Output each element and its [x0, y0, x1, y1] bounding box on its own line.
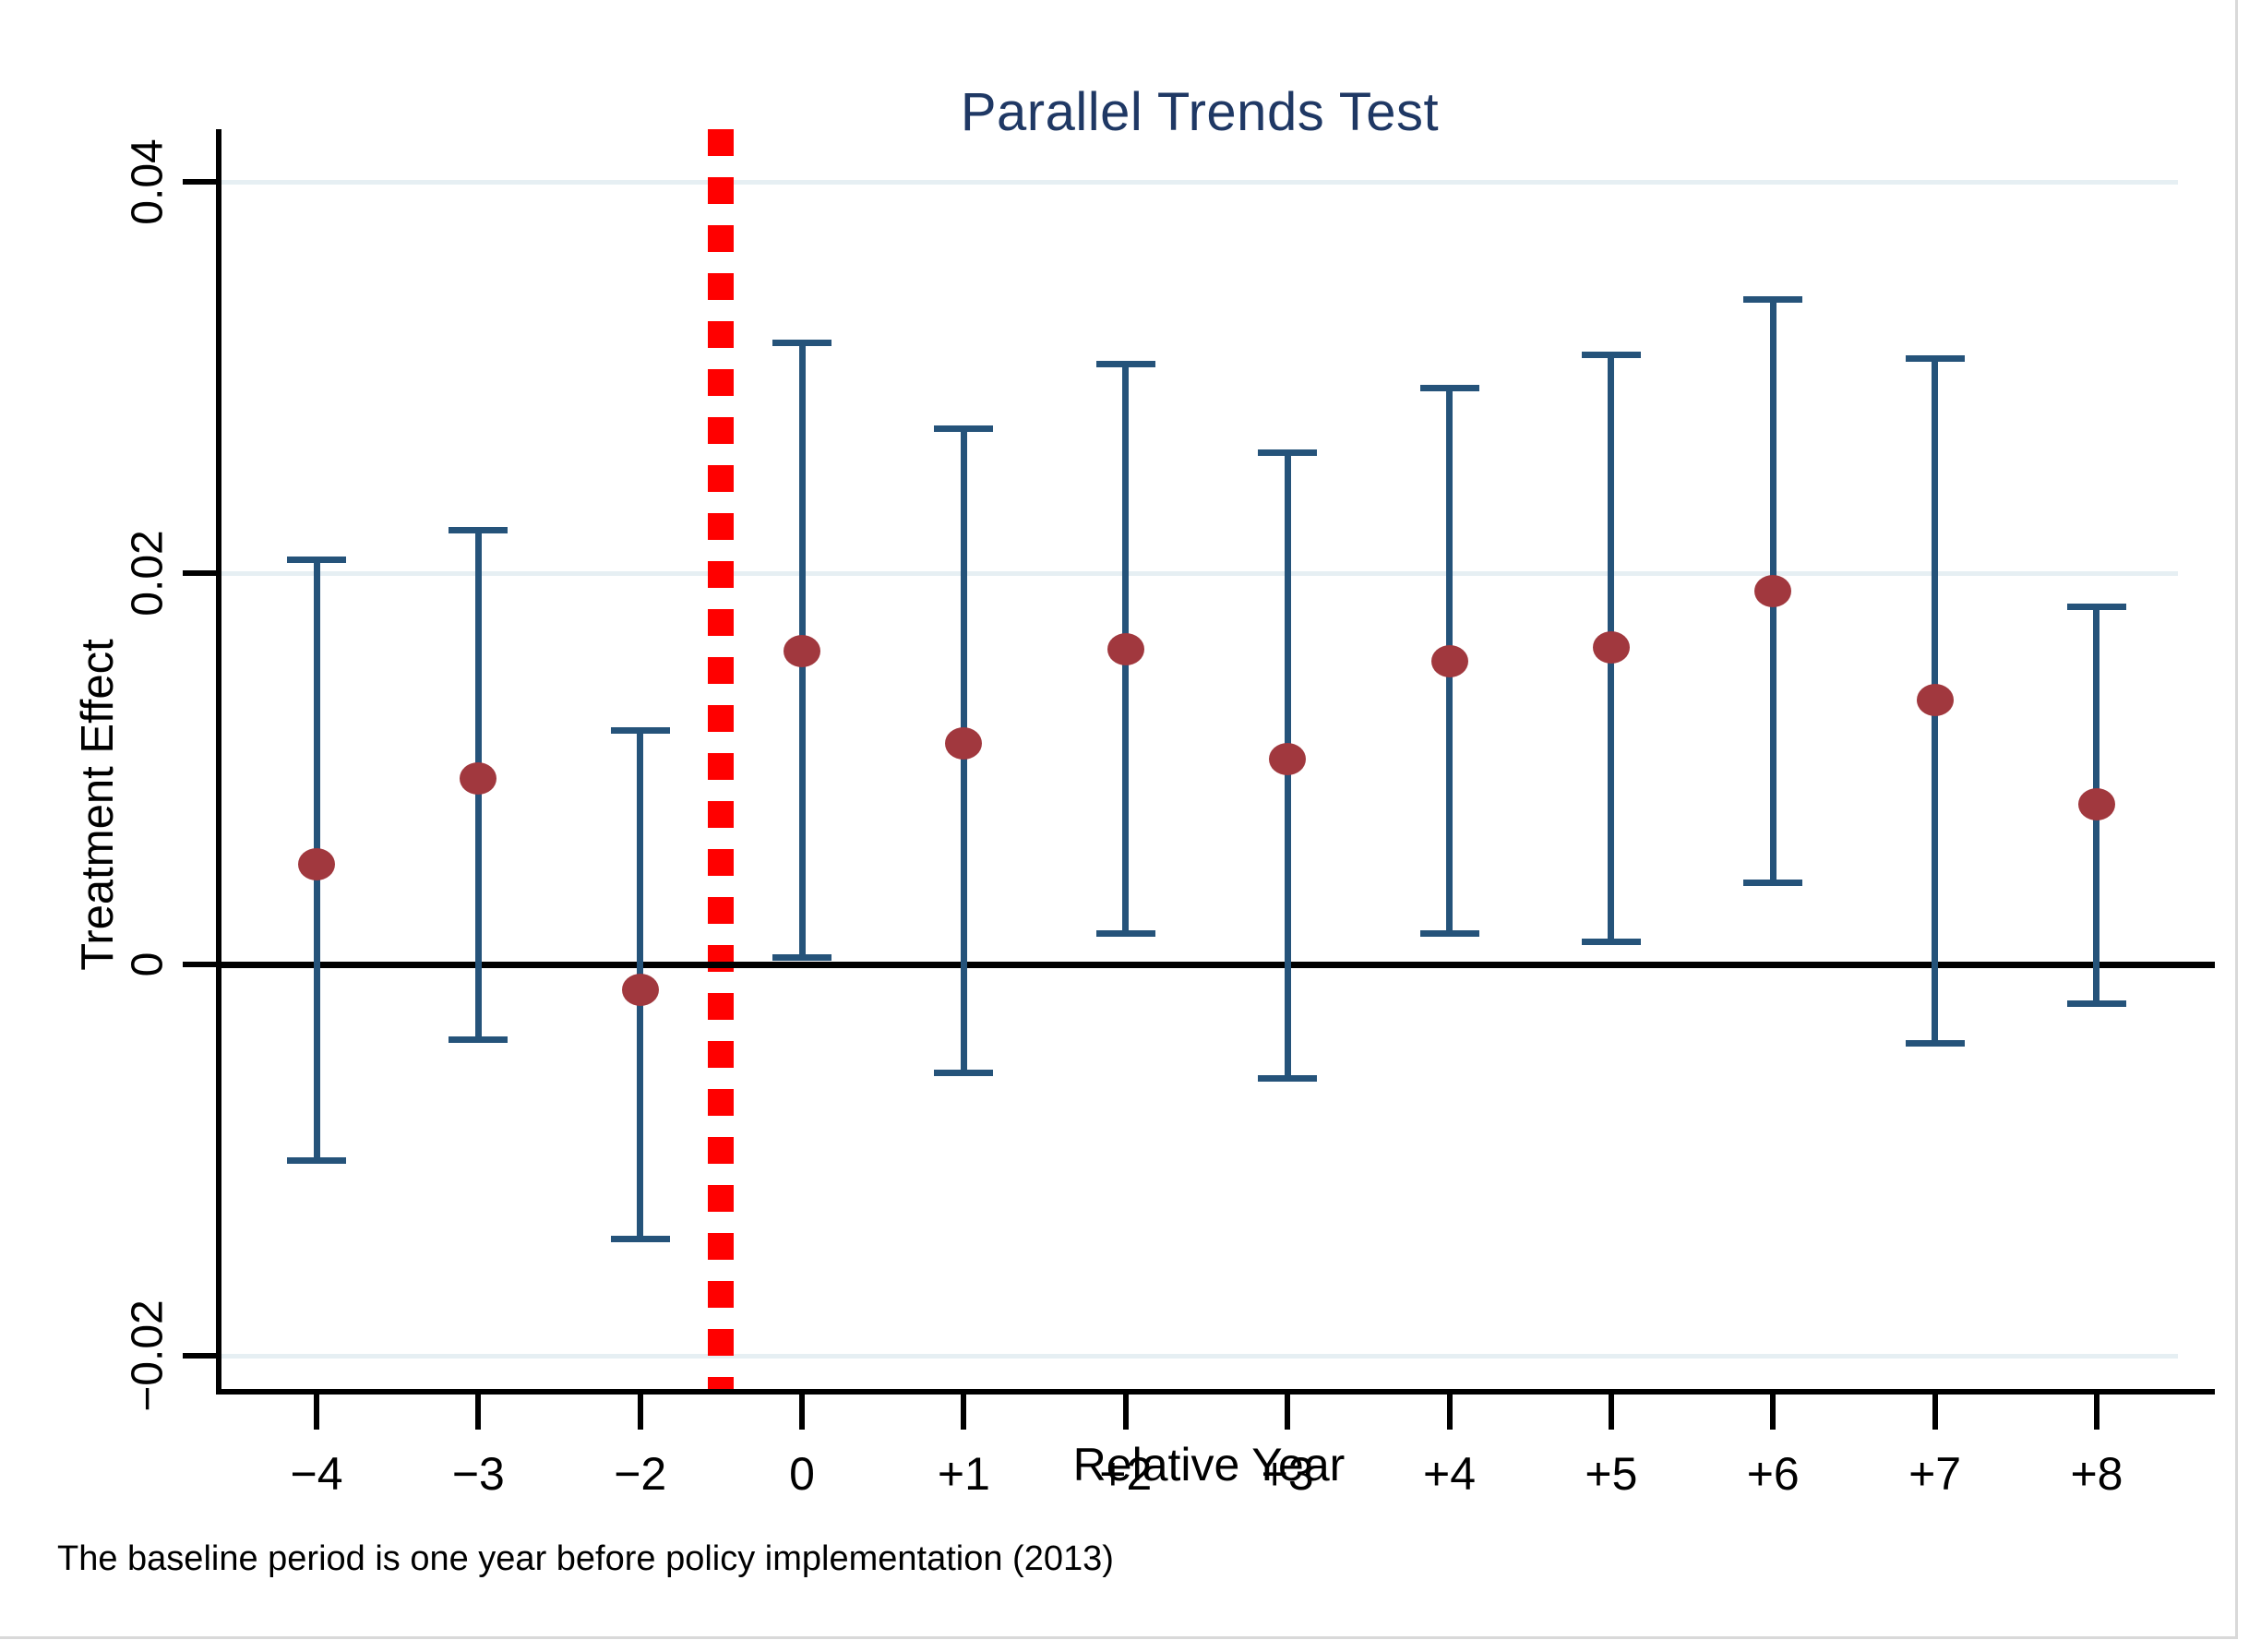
baseline-note: The baseline period is one year before p… [57, 1539, 1114, 1578]
x-tick [1932, 1395, 1938, 1430]
point-estimate-dot [1754, 574, 1792, 607]
error-bar-cap-top [1419, 384, 1479, 391]
x-tick [1285, 1395, 1291, 1430]
point-estimate-dot [1916, 684, 1954, 717]
x-tick-label: −4 [290, 1448, 343, 1500]
error-bar-cap-top [1743, 296, 1803, 304]
error-bar-cap-bottom [1905, 1039, 1965, 1047]
point-estimate-dot [621, 974, 659, 1007]
y-tick [183, 179, 216, 185]
x-tick-label: 0 [789, 1448, 815, 1500]
error-bar-cap-bottom [2066, 1000, 2126, 1008]
x-tick [1446, 1395, 1453, 1430]
h-gridline [221, 1354, 2178, 1359]
chart-title: Parallel Trends Test [960, 82, 1440, 142]
y-tick-label: 0.02 [123, 530, 173, 617]
x-tick [799, 1395, 806, 1430]
x-tick [1122, 1395, 1129, 1430]
error-bar-cap-top [449, 527, 508, 534]
error-bar-cap-bottom [449, 1035, 508, 1043]
x-tick [637, 1395, 643, 1430]
x-tick [1608, 1395, 1614, 1430]
x-tick-label: +5 [1585, 1448, 1638, 1500]
point-estimate-dot [460, 762, 497, 796]
x-tick-label: −3 [451, 1448, 505, 1500]
y-tick [183, 1353, 216, 1359]
x-tick-label: +2 [1099, 1448, 1153, 1500]
error-bar-cap-top [1258, 449, 1318, 456]
point-estimate-dot [2077, 787, 2115, 820]
x-tick [475, 1395, 482, 1430]
error-bar-cap-bottom [772, 953, 832, 961]
y-tick [183, 962, 216, 967]
error-bar-cap-bottom [1258, 1074, 1318, 1082]
error-bar-cap-bottom [287, 1157, 346, 1164]
error-bar-cap-top [934, 425, 994, 433]
error-bar-cap-top [1905, 354, 1965, 362]
x-tick [961, 1395, 967, 1430]
y-tick-label: 0 [123, 952, 173, 977]
h-gridline [221, 180, 2178, 185]
error-bar-cap-bottom [1743, 879, 1803, 886]
error-bar-cap-top [1095, 361, 1155, 368]
error-bar-cap-top [1581, 351, 1641, 358]
x-tick-label: +8 [2070, 1448, 2123, 1500]
y-axis-line [216, 129, 221, 1395]
x-tick [1770, 1395, 1776, 1430]
x-tick-label: +4 [1423, 1448, 1477, 1500]
x-tick-label: +3 [1261, 1448, 1314, 1500]
x-axis-line [216, 1389, 2215, 1395]
error-bar-cap-bottom [934, 1069, 994, 1076]
error-bar-cap-top [772, 339, 832, 346]
h-gridline [221, 571, 2178, 576]
x-tick-label: +1 [937, 1448, 990, 1500]
point-estimate-dot [945, 726, 983, 760]
x-axis-title: Relative Year [1072, 1439, 1346, 1490]
x-tick-label: +6 [1746, 1448, 1800, 1500]
error-bar-cap-bottom [1419, 930, 1479, 938]
error-bar-cap-top [610, 726, 670, 734]
y-axis-title: Treatment Effect [73, 639, 123, 971]
y-tick [183, 570, 216, 576]
error-bar-cap-bottom [1581, 938, 1641, 945]
zero-line [221, 962, 2215, 968]
y-tick-label: −0.02 [123, 1299, 173, 1412]
point-estimate-dot [1269, 742, 1307, 775]
point-estimate-dot [1430, 644, 1468, 677]
error-bar-cap-bottom [1095, 930, 1155, 938]
x-tick-label: −2 [614, 1448, 667, 1500]
error-bar-cap-top [287, 557, 346, 564]
error-bar-cap-top [2066, 604, 2126, 611]
point-estimate-dot [784, 635, 821, 668]
point-estimate-dot [1107, 633, 1144, 666]
y-tick-label: 0.04 [123, 138, 173, 225]
x-tick [2093, 1395, 2099, 1430]
error-bar-cap-bottom [610, 1235, 670, 1242]
point-estimate-dot [1592, 631, 1630, 664]
policy-reference-line [708, 129, 735, 1389]
x-tick-label: +7 [1908, 1448, 1962, 1500]
x-tick [314, 1395, 319, 1430]
point-estimate-dot [298, 848, 335, 881]
